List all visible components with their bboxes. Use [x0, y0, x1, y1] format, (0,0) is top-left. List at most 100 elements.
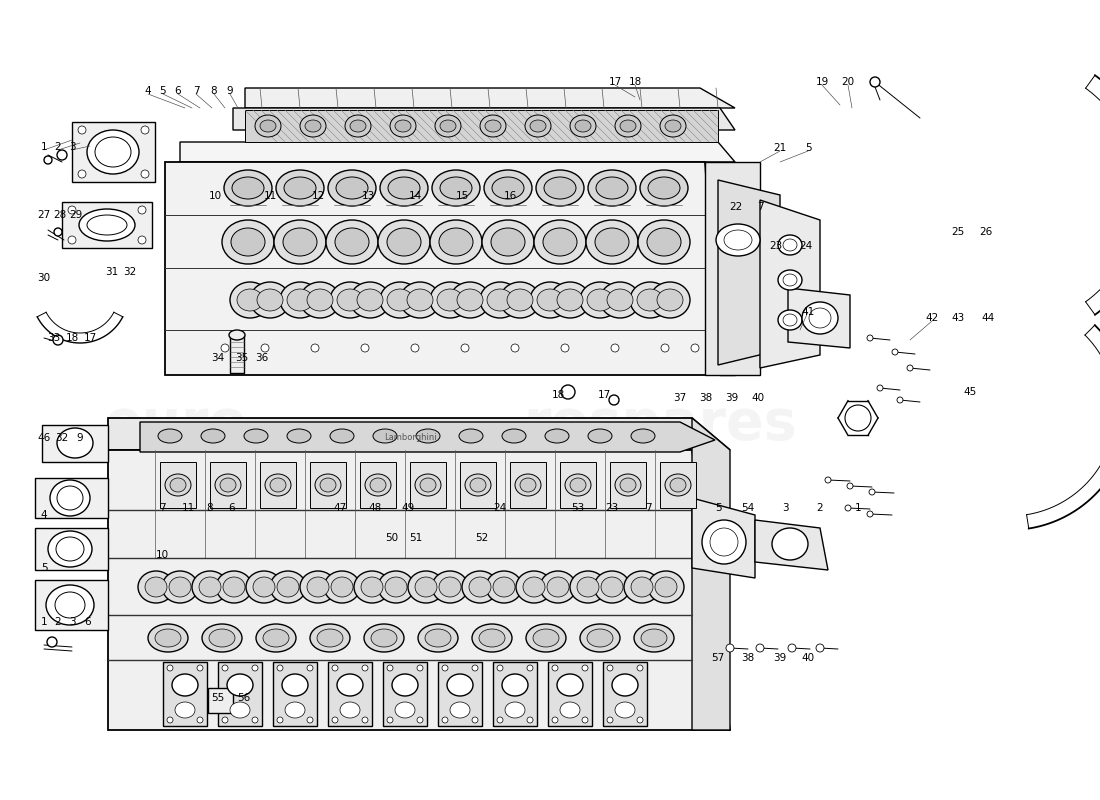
Ellipse shape	[480, 282, 520, 318]
Text: 28: 28	[54, 210, 67, 220]
Text: 38: 38	[741, 653, 755, 663]
Ellipse shape	[434, 115, 461, 137]
Ellipse shape	[354, 571, 390, 603]
Ellipse shape	[530, 282, 570, 318]
Ellipse shape	[461, 344, 469, 352]
Ellipse shape	[387, 717, 393, 723]
Ellipse shape	[370, 478, 386, 492]
Ellipse shape	[257, 289, 283, 311]
Ellipse shape	[430, 220, 482, 264]
Ellipse shape	[600, 282, 640, 318]
Ellipse shape	[337, 289, 363, 311]
Ellipse shape	[387, 228, 421, 256]
Ellipse shape	[56, 537, 84, 561]
Ellipse shape	[547, 577, 569, 597]
Ellipse shape	[416, 429, 440, 443]
Ellipse shape	[462, 571, 498, 603]
Ellipse shape	[778, 235, 802, 255]
Ellipse shape	[202, 624, 242, 652]
Ellipse shape	[340, 702, 360, 718]
Ellipse shape	[637, 665, 644, 671]
Text: 49: 49	[402, 503, 415, 513]
Ellipse shape	[365, 474, 390, 496]
Polygon shape	[42, 425, 108, 462]
Ellipse shape	[230, 282, 270, 318]
Ellipse shape	[209, 629, 235, 647]
Ellipse shape	[417, 717, 424, 723]
Ellipse shape	[808, 308, 830, 328]
Ellipse shape	[561, 344, 569, 352]
Text: 10: 10	[208, 191, 221, 201]
Polygon shape	[692, 498, 755, 578]
Ellipse shape	[520, 478, 536, 492]
Ellipse shape	[870, 77, 880, 87]
Ellipse shape	[250, 282, 290, 318]
Text: 8: 8	[207, 503, 213, 513]
Ellipse shape	[570, 478, 586, 492]
Ellipse shape	[607, 665, 613, 671]
Ellipse shape	[277, 665, 283, 671]
Ellipse shape	[440, 177, 472, 199]
Ellipse shape	[430, 282, 470, 318]
Ellipse shape	[596, 177, 628, 199]
Ellipse shape	[400, 282, 440, 318]
Ellipse shape	[615, 474, 641, 496]
Ellipse shape	[582, 717, 588, 723]
Ellipse shape	[68, 206, 76, 214]
Text: 47: 47	[333, 503, 346, 513]
Text: 18: 18	[551, 390, 564, 400]
Ellipse shape	[263, 629, 289, 647]
Ellipse shape	[350, 120, 366, 132]
Ellipse shape	[201, 429, 225, 443]
Ellipse shape	[631, 577, 653, 597]
Polygon shape	[160, 462, 196, 508]
Text: 11: 11	[182, 503, 195, 513]
Ellipse shape	[307, 665, 314, 671]
Ellipse shape	[277, 717, 283, 723]
Ellipse shape	[388, 177, 420, 199]
Ellipse shape	[631, 429, 654, 443]
Ellipse shape	[57, 428, 94, 458]
Ellipse shape	[276, 170, 324, 206]
Text: 40: 40	[802, 653, 815, 663]
Ellipse shape	[332, 717, 338, 723]
Ellipse shape	[437, 289, 463, 311]
Text: 21: 21	[773, 143, 786, 153]
Ellipse shape	[227, 674, 253, 696]
Ellipse shape	[439, 577, 461, 597]
Ellipse shape	[223, 577, 245, 597]
Ellipse shape	[392, 674, 418, 696]
Ellipse shape	[387, 289, 412, 311]
Polygon shape	[165, 162, 720, 375]
Ellipse shape	[478, 629, 505, 647]
Polygon shape	[510, 462, 546, 508]
Ellipse shape	[256, 624, 296, 652]
Ellipse shape	[54, 228, 62, 236]
Ellipse shape	[485, 120, 501, 132]
Text: 15: 15	[455, 191, 469, 201]
Ellipse shape	[415, 474, 441, 496]
Text: 33: 33	[47, 333, 60, 343]
Ellipse shape	[544, 429, 569, 443]
Ellipse shape	[55, 592, 85, 618]
Text: 17: 17	[84, 333, 97, 343]
Ellipse shape	[358, 289, 383, 311]
Text: Lamborghini: Lamborghini	[384, 433, 437, 442]
Ellipse shape	[390, 115, 416, 137]
Polygon shape	[705, 162, 735, 375]
Text: 1: 1	[855, 503, 861, 513]
Text: 5: 5	[41, 563, 47, 573]
Ellipse shape	[197, 665, 204, 671]
Ellipse shape	[395, 120, 411, 132]
Text: 55: 55	[211, 693, 224, 703]
Ellipse shape	[169, 577, 191, 597]
Text: 3: 3	[68, 617, 75, 627]
Polygon shape	[410, 462, 446, 508]
Polygon shape	[755, 520, 828, 570]
Polygon shape	[35, 528, 108, 570]
Ellipse shape	[557, 289, 583, 311]
Ellipse shape	[609, 395, 619, 405]
Ellipse shape	[778, 270, 802, 290]
Ellipse shape	[648, 571, 684, 603]
Ellipse shape	[326, 220, 378, 264]
